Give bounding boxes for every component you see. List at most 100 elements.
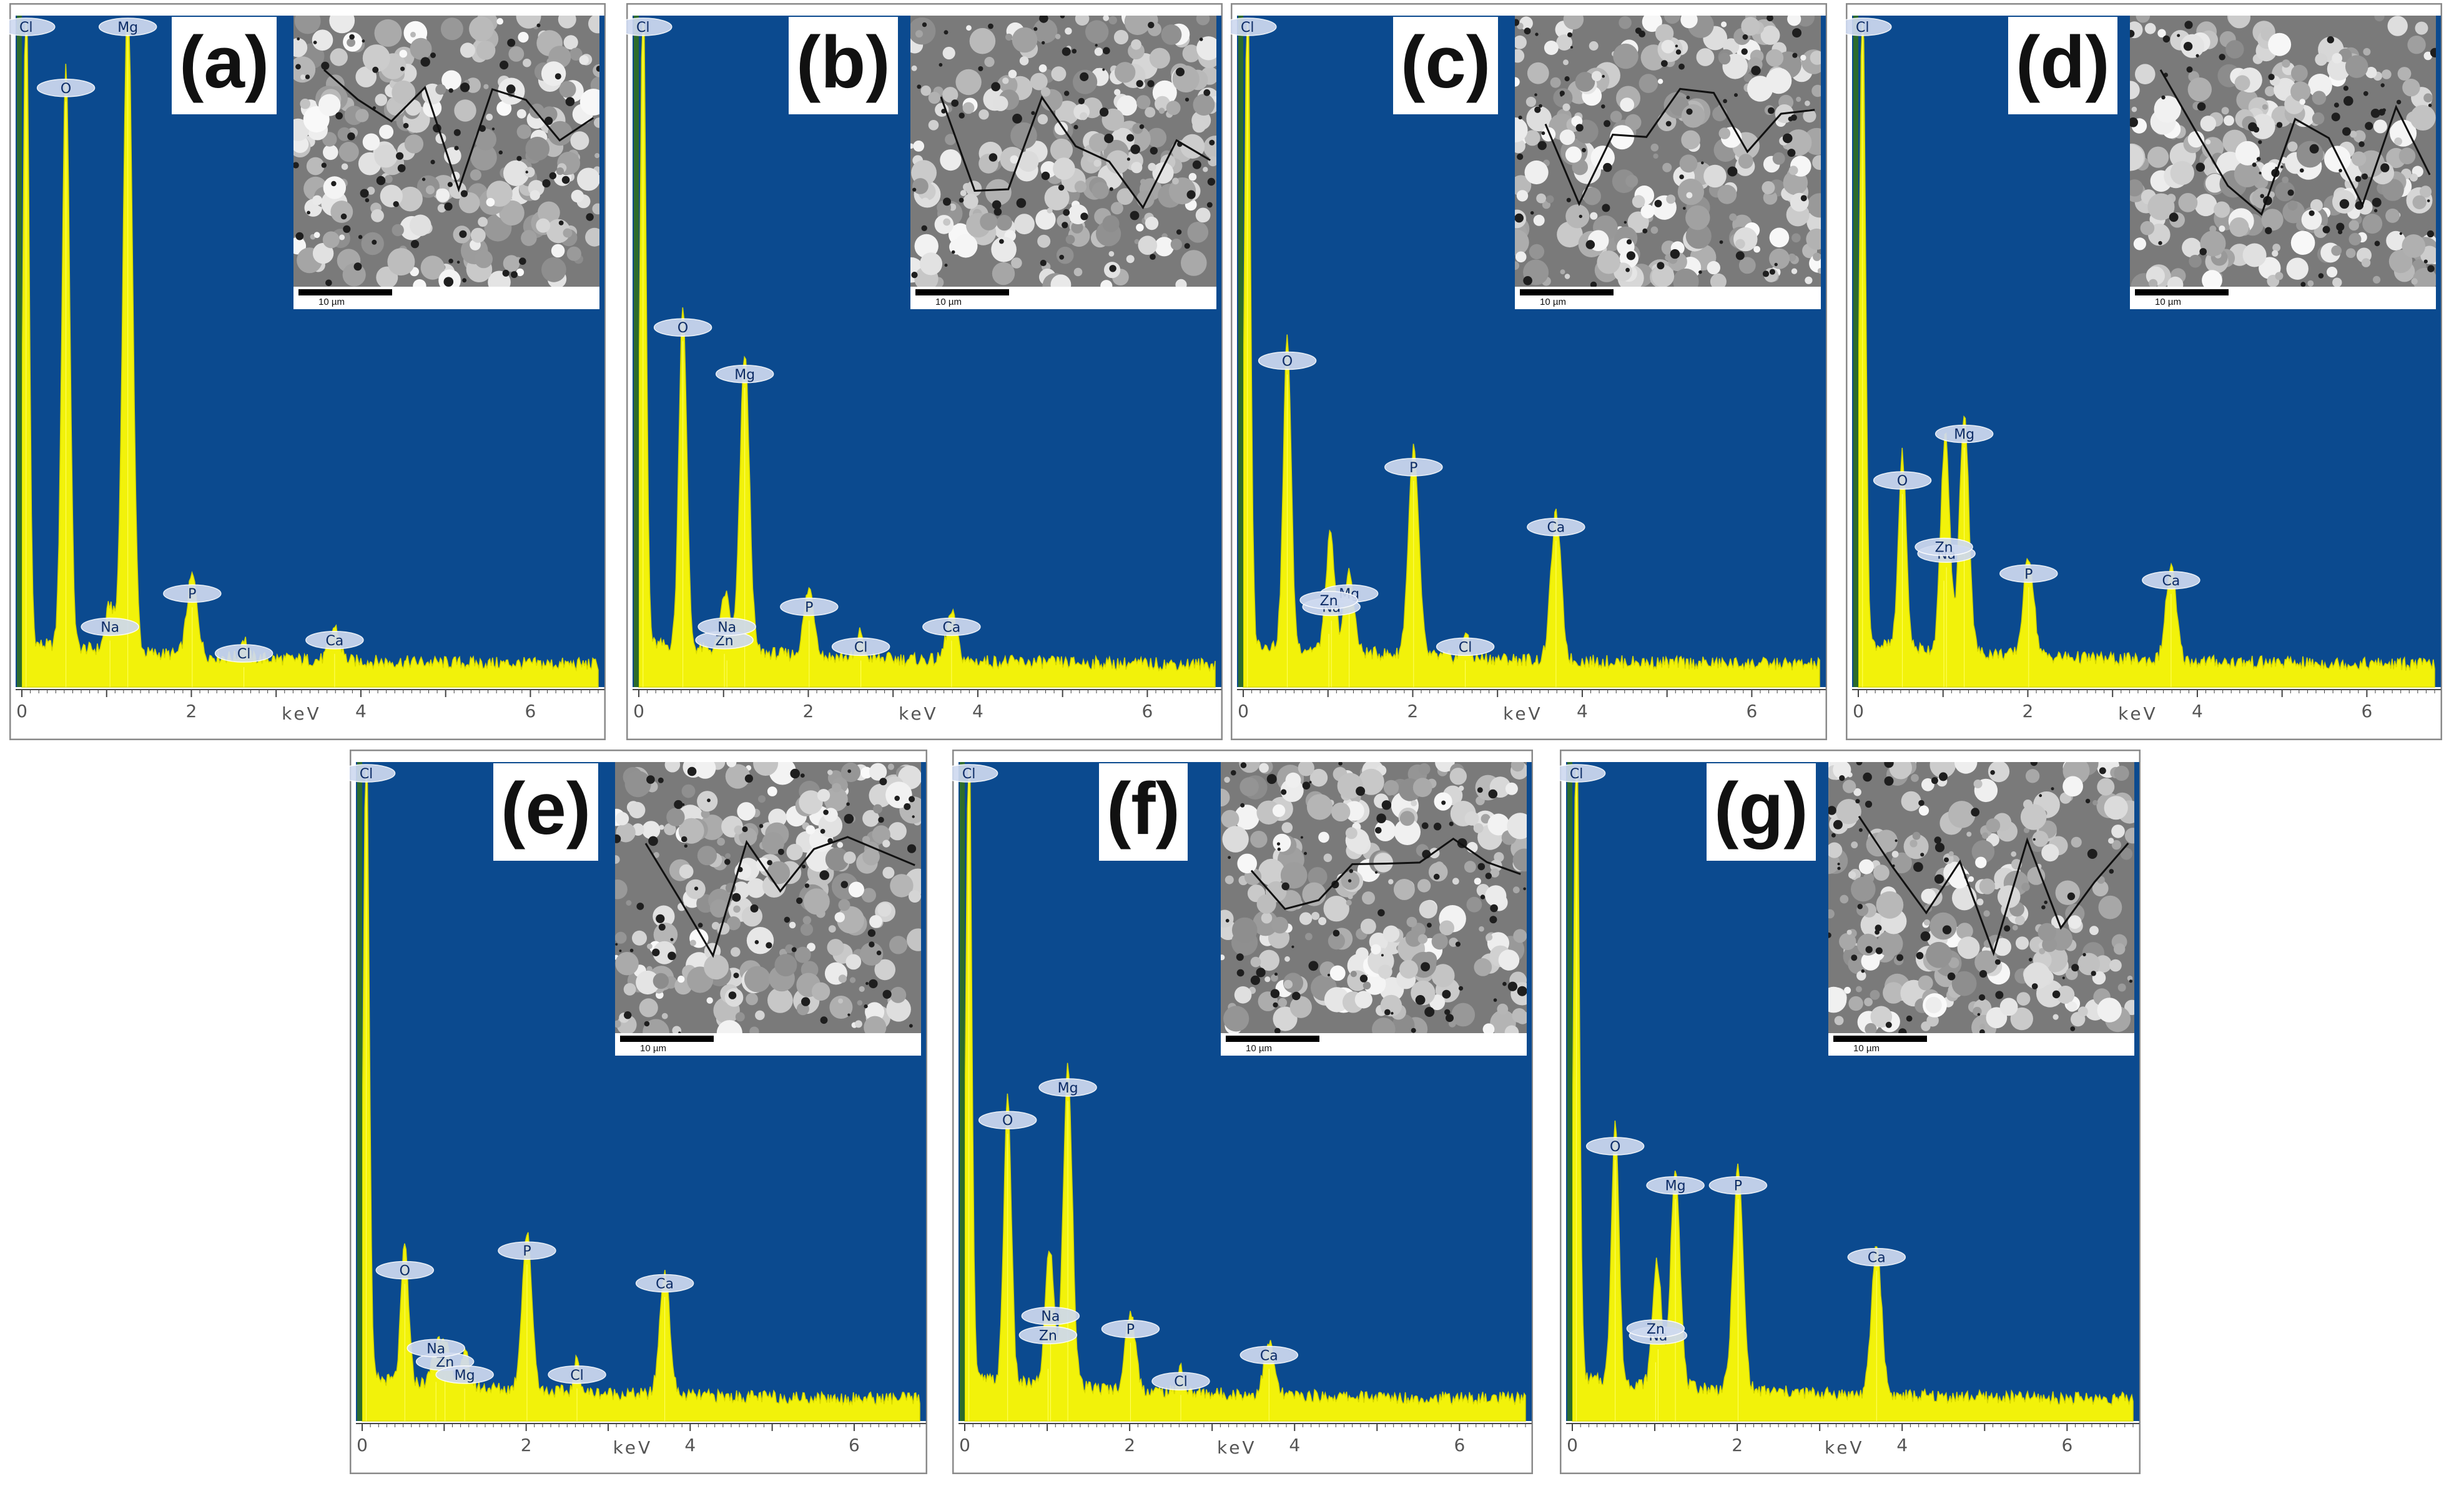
scale-bar-text: 10 µm: [2155, 297, 2181, 307]
peak-label-text: O: [1002, 1113, 1013, 1129]
peak-label: Ca: [1527, 517, 1585, 537]
peak-label: O: [36, 79, 96, 97]
peak-label-text: Zn: [1935, 540, 1953, 556]
peak-label: O: [1585, 1137, 1645, 1156]
peak-label-text: Ca: [942, 620, 960, 635]
scale-bar: [620, 1036, 714, 1042]
peak-label-text: Cl: [237, 646, 250, 662]
peak-label-text: Cl: [19, 20, 32, 36]
x-axis-label: keV: [613, 1437, 653, 1458]
peak-label: P: [1999, 564, 2058, 583]
spectrum-area: [638, 21, 1216, 688]
peak-label-text: Cl: [636, 20, 649, 36]
peak-label-text: Cl: [1241, 20, 1254, 36]
panel-label: (g): [1707, 763, 1816, 861]
peak-label-text: Cl: [1459, 640, 1472, 655]
sem-image: [910, 16, 1216, 287]
peak-label-text: Mg: [455, 1368, 475, 1384]
peak-label: O: [653, 318, 712, 337]
scale-bar-text: 10 µm: [935, 297, 962, 307]
peak-label: P: [163, 584, 222, 603]
eds-panel: Cl O Mg Na P Cl Ca 0 2 4 6 keV (a) 10 µm: [9, 3, 606, 740]
peak-label: O: [375, 1261, 435, 1280]
peak-label: Mg: [435, 1365, 494, 1384]
peak-label: P: [780, 597, 839, 617]
scale-bar-text: 10 µm: [1246, 1043, 1272, 1054]
peak-label-text: O: [1897, 473, 1908, 489]
peak-label-text: O: [400, 1264, 410, 1279]
x-tick-label: 6: [1141, 701, 1153, 721]
scale-bar-text: 10 µm: [640, 1043, 666, 1054]
panel-label: (f): [1099, 763, 1188, 861]
sem-image: [1515, 16, 1821, 287]
peak-label: O: [1258, 351, 1317, 370]
peak-label: Ca: [635, 1274, 694, 1293]
peak-label: Cl: [952, 764, 998, 783]
peak-label-text: P: [1734, 1179, 1742, 1194]
x-tick-label: 2: [2023, 701, 2034, 721]
x-axis-label: keV: [1217, 1437, 1257, 1458]
x-tick-label: 4: [684, 1435, 696, 1455]
zero-peak-strip: [1567, 762, 1572, 1421]
peak-label-text: Ca: [325, 633, 343, 649]
sem-image: [615, 762, 921, 1033]
sem-image: [1828, 762, 2134, 1033]
x-tick-label: 2: [521, 1435, 532, 1455]
x-tick-label: 4: [1896, 1435, 1908, 1455]
x-tick-label: 4: [1577, 701, 1588, 721]
x-tick-label: 0: [959, 1435, 970, 1455]
zero-peak-strip: [357, 762, 362, 1421]
peak-label: Cl: [626, 17, 673, 36]
zero-peak-strip: [17, 16, 22, 687]
peak-label-text: Cl: [1174, 1374, 1187, 1390]
peak-label: Na: [1021, 1306, 1080, 1325]
peak-label: Cl: [9, 17, 56, 36]
scale-bar-text: 10 µm: [1540, 297, 1566, 307]
peak-label: Cl: [831, 637, 890, 656]
peak-label-text: Cl: [962, 766, 975, 782]
sem-micrograph-inset: 10 µm: [1515, 16, 1821, 309]
scale-bar: [2135, 289, 2229, 295]
panel-label: (a): [172, 17, 277, 114]
peak-label: Zn: [1915, 537, 1973, 557]
x-axis-label: keV: [2118, 703, 2158, 724]
peak-label-text: P: [1409, 460, 1417, 476]
scale-bar: [1833, 1036, 1927, 1042]
peak-label-text: Mg: [734, 367, 755, 383]
x-axis-label: keV: [899, 703, 939, 724]
peak-label-text: Mg: [1665, 1179, 1686, 1194]
eds-panel: ClOMgNaZnPCa0246keV(g)10 µm: [1560, 750, 2141, 1474]
peak-label-text: P: [188, 587, 196, 602]
peak-label: Mg: [715, 365, 774, 384]
peak-label: Ca: [1239, 1345, 1299, 1365]
sem-micrograph-inset: 10 µm: [2130, 16, 2436, 309]
peak-label: Mg: [1038, 1078, 1097, 1097]
x-tick-label: 6: [2361, 701, 2372, 721]
peak-label-text: Ca: [2162, 573, 2180, 589]
peak-label: Zn: [1018, 1325, 1078, 1345]
peak-label: P: [1708, 1176, 1768, 1195]
x-tick-label: 0: [1238, 701, 1249, 721]
scale-bar-text: 10 µm: [1853, 1043, 1880, 1054]
peak-label-text: Ca: [1868, 1251, 1886, 1266]
x-tick-label: 6: [849, 1435, 860, 1455]
peak-label: Ca: [305, 631, 364, 650]
peak-label: Mg: [1646, 1176, 1705, 1195]
panel-label: (c): [1393, 17, 1499, 114]
peak-label: Ca: [1847, 1247, 1906, 1267]
peak-label: Na: [81, 617, 139, 637]
peak-label: Cl: [350, 764, 396, 783]
x-axis-label: keV: [1503, 703, 1543, 724]
peak-label-text: Mg: [117, 20, 138, 36]
x-tick-label: 2: [803, 701, 814, 721]
peak-label-text: Cl: [854, 640, 867, 655]
zero-peak-strip: [634, 16, 639, 687]
peak-label: P: [1384, 458, 1443, 477]
scale-bar: [298, 289, 392, 295]
scale-bar: [915, 289, 1009, 295]
scale-bar: [1226, 1036, 1319, 1042]
x-tick-label: 6: [2061, 1435, 2072, 1455]
x-tick-label: 6: [1746, 701, 1757, 721]
peak-label-text: Cl: [1570, 766, 1583, 782]
